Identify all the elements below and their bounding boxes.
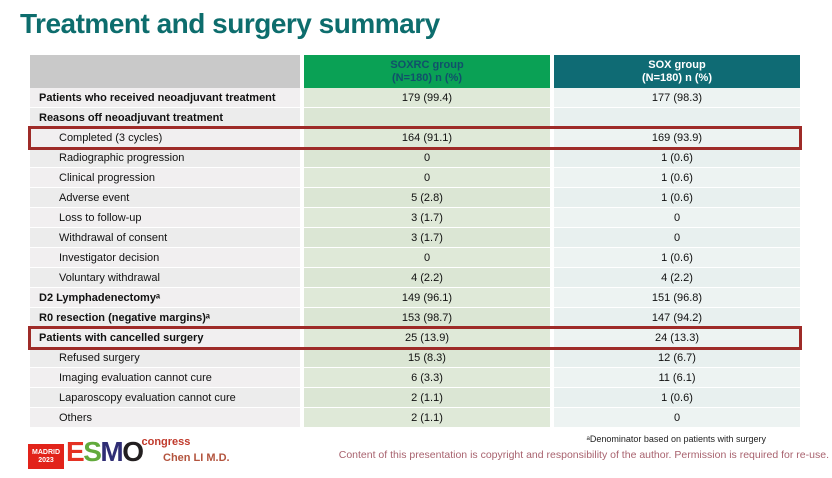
table-row: Reasons off neoadjuvant treatment [30, 108, 800, 128]
soxrc-value: 164 (91.1) [300, 128, 550, 147]
table-row: Investigator decision 0 1 (0.6) [30, 248, 800, 268]
esmo-letter-m: M [100, 436, 123, 467]
table-row: Patients who received neoadjuvant treatm… [30, 88, 800, 108]
soxrc-value: 6 (3.3) [300, 368, 550, 387]
soxrc-value: 15 (8.3) [300, 348, 550, 367]
row-label: D2 Lymphadenectomyᵃ [30, 288, 300, 307]
table-row-highlighted: Completed (3 cycles) 164 (91.1) 169 (93.… [28, 126, 802, 150]
header-soxrc-line2: (N=180) n (%) [392, 71, 462, 84]
sox-value: 0 [550, 408, 800, 427]
sox-value: 12 (6.7) [550, 348, 800, 367]
table-row: Laparoscopy evaluation cannot cure 2 (1.… [30, 388, 800, 408]
page-title: Treatment and surgery summary [20, 8, 440, 39]
sox-value: 24 (13.3) [550, 328, 800, 347]
copyright-notice: Content of this presentation is copyrigh… [338, 449, 829, 461]
summary-table: SOXRC group (N=180) n (%) SOX group (N=1… [28, 55, 802, 428]
row-label: Withdrawal of consent [30, 228, 300, 247]
sox-value: 169 (93.9) [550, 128, 800, 147]
row-label: Imaging evaluation cannot cure [30, 368, 300, 387]
soxrc-value: 0 [300, 168, 550, 187]
soxrc-value: 153 (98.7) [300, 308, 550, 327]
soxrc-value: 3 (1.7) [300, 208, 550, 227]
congress-label: congress [141, 436, 191, 448]
sox-value: 177 (98.3) [550, 88, 800, 107]
table-row: Imaging evaluation cannot cure 6 (3.3) 1… [30, 368, 800, 388]
header-sox-group: SOX group (N=180) n (%) [550, 55, 800, 88]
soxrc-value [300, 108, 550, 127]
esmo-letter-o: O [122, 436, 144, 467]
table-row: R0 resection (negative margins)ᵃ 153 (98… [30, 308, 800, 328]
esmo-letter-s: S [83, 436, 102, 467]
soxrc-value: 2 (1.1) [300, 408, 550, 427]
row-label: Laparoscopy evaluation cannot cure [30, 388, 300, 407]
table-row: Others 2 (1.1) 0 [30, 408, 800, 428]
madrid-2023-badge: MADRID 2023 [28, 444, 64, 469]
soxrc-value: 0 [300, 148, 550, 167]
sox-value: 0 [550, 228, 800, 247]
esmo-letter-e: E [66, 436, 85, 467]
soxrc-value: 25 (13.9) [300, 328, 550, 347]
header-soxrc-line1: SOXRC group [390, 58, 464, 71]
row-label: Voluntary withdrawal [30, 268, 300, 287]
soxrc-value: 179 (99.4) [300, 88, 550, 107]
row-label: Investigator decision [30, 248, 300, 267]
soxrc-value: 2 (1.1) [300, 388, 550, 407]
table-row: D2 Lymphadenectomyᵃ 149 (96.1) 151 (96.8… [30, 288, 800, 308]
table-row: Withdrawal of consent 3 (1.7) 0 [30, 228, 800, 248]
table-row: Adverse event 5 (2.8) 1 (0.6) [30, 188, 800, 208]
table-row: Clinical progression 0 1 (0.6) [30, 168, 800, 188]
soxrc-value: 4 (2.2) [300, 268, 550, 287]
row-label: Reasons off neoadjuvant treatment [30, 108, 300, 127]
soxrc-value: 3 (1.7) [300, 228, 550, 247]
sox-value: 147 (94.2) [550, 308, 800, 327]
header-soxrc-group: SOXRC group (N=180) n (%) [300, 55, 550, 88]
row-label: Refused surgery [30, 348, 300, 367]
table-row-highlighted: Patients with cancelled surgery 25 (13.9… [28, 326, 802, 350]
sox-value: 11 (6.1) [550, 368, 800, 387]
author-name: Chen LI M.D. [163, 452, 230, 464]
header-sox-line1: SOX group [648, 58, 706, 71]
table-row: Refused surgery 15 (8.3) 12 (6.7) [30, 348, 800, 368]
sox-value: 1 (0.6) [550, 168, 800, 187]
esmo-congress-logo: MADRID 2023 ESMO congress [28, 436, 191, 469]
header-sox-line2: (N=180) n (%) [642, 71, 712, 84]
esmo-wordmark: ESMO [66, 436, 144, 467]
sox-value: 1 (0.6) [550, 388, 800, 407]
table-body: Patients who received neoadjuvant treatm… [28, 88, 802, 428]
row-label: Loss to follow-up [30, 208, 300, 227]
table-header-row: SOXRC group (N=180) n (%) SOX group (N=1… [30, 55, 800, 88]
table-row: Voluntary withdrawal 4 (2.2) 4 (2.2) [30, 268, 800, 288]
table-row: Radiographic progression 0 1 (0.6) [30, 148, 800, 168]
sox-value: 4 (2.2) [550, 268, 800, 287]
row-label: Others [30, 408, 300, 427]
row-label: Completed (3 cycles) [30, 128, 300, 147]
row-label: Radiographic progression [30, 148, 300, 167]
soxrc-value: 5 (2.8) [300, 188, 550, 207]
sox-value: 151 (96.8) [550, 288, 800, 307]
badge-city: MADRID [32, 449, 60, 456]
soxrc-value: 0 [300, 248, 550, 267]
sox-value: 1 (0.6) [550, 248, 800, 267]
row-label: Patients with cancelled surgery [30, 328, 300, 347]
sox-value: 1 (0.6) [550, 148, 800, 167]
sox-value: 1 (0.6) [550, 188, 800, 207]
row-label: R0 resection (negative margins)ᵃ [30, 308, 300, 327]
table-footnote: ᵃDenominator based on patients with surg… [586, 434, 766, 444]
badge-year: 2023 [38, 457, 54, 464]
sox-value: 0 [550, 208, 800, 227]
row-label: Clinical progression [30, 168, 300, 187]
row-label: Patients who received neoadjuvant treatm… [30, 88, 300, 107]
soxrc-value: 149 (96.1) [300, 288, 550, 307]
row-label: Adverse event [30, 188, 300, 207]
sox-value [550, 108, 800, 127]
header-empty-cell [30, 55, 300, 88]
table-row: Loss to follow-up 3 (1.7) 0 [30, 208, 800, 228]
